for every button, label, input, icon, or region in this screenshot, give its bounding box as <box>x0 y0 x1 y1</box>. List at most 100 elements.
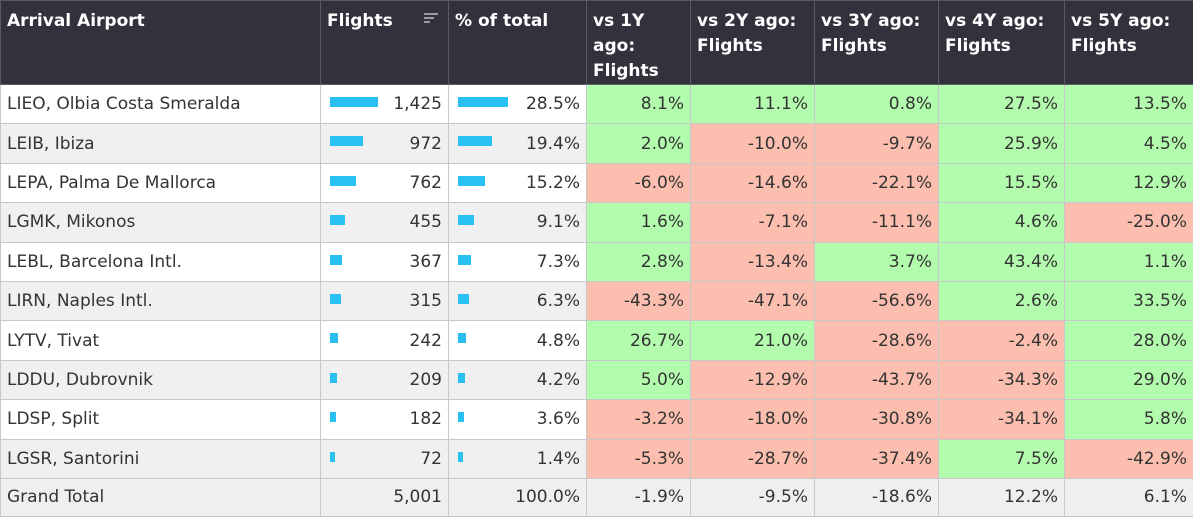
vs-5y-cell: 5.8% <box>1065 400 1193 439</box>
vs-4y-cell: -34.1% <box>939 400 1065 439</box>
vs-3y-cell: -22.1% <box>815 163 939 202</box>
table-row[interactable]: LEPA, Palma De Mallorca 762 15.2% -6.0%-14.… <box>1 163 1193 202</box>
airport-cell: LIEO, Olbia Costa Smeralda <box>1 85 321 124</box>
pct-value: 7.3% <box>455 252 580 272</box>
flights-value: 182 <box>327 409 442 429</box>
pct-value: 1.4% <box>455 449 580 469</box>
vs-2y-cell: 21.0% <box>691 321 815 360</box>
vs-1y-cell: -6.0% <box>587 163 691 202</box>
vs-1y-cell: 2.8% <box>587 242 691 281</box>
table-row[interactable]: LIRN, Naples Intl. 315 6.3%-43.3%-47.1%-56… <box>1 281 1193 320</box>
flights-cell: 1,425 <box>321 85 449 124</box>
table-row[interactable]: LIEO, Olbia Costa Smeralda 1,425 28.5% 8.1%… <box>1 85 1193 124</box>
vs-4y-cell: 15.5% <box>939 163 1065 202</box>
flights-cell: 72 <box>321 439 449 478</box>
pct-value: 28.5% <box>455 94 580 114</box>
grand-total-vs-2y: -9.5% <box>691 478 815 516</box>
vs-5y-cell: 4.5% <box>1065 124 1193 163</box>
flights-cell: 182 <box>321 400 449 439</box>
flights-value: 762 <box>327 173 442 193</box>
pct-value: 4.8% <box>455 331 580 351</box>
vs-5y-cell: 13.5% <box>1065 85 1193 124</box>
flights-cell: 455 <box>321 203 449 242</box>
column-header-arrival-airport[interactable]: Arrival Airport <box>1 1 321 85</box>
grand-total-vs-4y: 12.2% <box>939 478 1065 516</box>
flights-value: 455 <box>327 212 442 232</box>
vs-5y-cell: 1.1% <box>1065 242 1193 281</box>
vs-2y-cell: -13.4% <box>691 242 815 281</box>
pct-cell: 28.5% <box>449 85 587 124</box>
airport-cell: LEPA, Palma De Mallorca <box>1 163 321 202</box>
vs-2y-cell: -14.6% <box>691 163 815 202</box>
pct-cell: 6.3% <box>449 281 587 320</box>
vs-1y-cell: -43.3% <box>587 281 691 320</box>
vs-4y-cell: -34.3% <box>939 360 1065 399</box>
airport-cell: LGMK, Mikonos <box>1 203 321 242</box>
column-header-vs-4y[interactable]: vs 4Y ago: Flights <box>939 1 1065 85</box>
column-header-vs-1y[interactable]: vs 1Y ago: Flights <box>587 1 691 85</box>
airport-cell: LDSP, Split <box>1 400 321 439</box>
pct-cell: 3.6% <box>449 400 587 439</box>
vs-3y-cell: -43.7% <box>815 360 939 399</box>
vs-3y-cell: -28.6% <box>815 321 939 360</box>
grand-total-flights: 5,001 <box>321 478 449 516</box>
vs-2y-cell: -18.0% <box>691 400 815 439</box>
vs-4y-cell: 43.4% <box>939 242 1065 281</box>
pct-cell: 7.3% <box>449 242 587 281</box>
grand-total-vs-5y: 6.1% <box>1065 478 1193 516</box>
airport-cell: LDDU, Dubrovnik <box>1 360 321 399</box>
flights-value: 242 <box>327 331 442 351</box>
pct-cell: 9.1% <box>449 203 587 242</box>
vs-4y-cell: 2.6% <box>939 281 1065 320</box>
vs-1y-cell: 8.1% <box>587 85 691 124</box>
flights-cell: 209 <box>321 360 449 399</box>
vs-2y-cell: 11.1% <box>691 85 815 124</box>
header-row: Arrival Airport Flights % of total vs 1Y… <box>1 1 1193 85</box>
vs-2y-cell: -47.1% <box>691 281 815 320</box>
flights-value: 72 <box>327 449 442 469</box>
grand-total-vs-3y: -18.6% <box>815 478 939 516</box>
vs-3y-cell: -37.4% <box>815 439 939 478</box>
column-header-vs-2y[interactable]: vs 2Y ago: Flights <box>691 1 815 85</box>
grand-total-pct: 100.0% <box>449 478 587 516</box>
vs-5y-cell: -42.9% <box>1065 439 1193 478</box>
vs-2y-cell: -10.0% <box>691 124 815 163</box>
pct-cell: 1.4% <box>449 439 587 478</box>
vs-1y-cell: -5.3% <box>587 439 691 478</box>
flights-value: 315 <box>327 291 442 311</box>
flights-value: 972 <box>327 134 442 154</box>
vs-5y-cell: 12.9% <box>1065 163 1193 202</box>
flights-value: 367 <box>327 252 442 272</box>
column-header-vs-3y[interactable]: vs 3Y ago: Flights <box>815 1 939 85</box>
flights-value: 1,425 <box>327 94 442 114</box>
column-header-flights-label: Flights <box>327 11 393 31</box>
vs-4y-cell: 27.5% <box>939 85 1065 124</box>
airport-cell: LIRN, Naples Intl. <box>1 281 321 320</box>
vs-4y-cell: 4.6% <box>939 203 1065 242</box>
pct-value: 19.4% <box>455 134 580 154</box>
vs-5y-cell: 28.0% <box>1065 321 1193 360</box>
column-header-flights[interactable]: Flights <box>321 1 449 85</box>
vs-3y-cell: -11.1% <box>815 203 939 242</box>
vs-2y-cell: -12.9% <box>691 360 815 399</box>
vs-3y-cell: -30.8% <box>815 400 939 439</box>
column-header-vs-5y[interactable]: vs 5Y ago: Flights <box>1065 1 1193 85</box>
flights-cell: 972 <box>321 124 449 163</box>
vs-3y-cell: 0.8% <box>815 85 939 124</box>
column-header-pct-total[interactable]: % of total <box>449 1 587 85</box>
pct-cell: 19.4% <box>449 124 587 163</box>
pct-value: 15.2% <box>455 173 580 193</box>
vs-3y-cell: -56.6% <box>815 281 939 320</box>
vs-4y-cell: 7.5% <box>939 439 1065 478</box>
vs-3y-cell: -9.7% <box>815 124 939 163</box>
vs-1y-cell: 26.7% <box>587 321 691 360</box>
sort-descending-icon[interactable] <box>424 13 438 25</box>
